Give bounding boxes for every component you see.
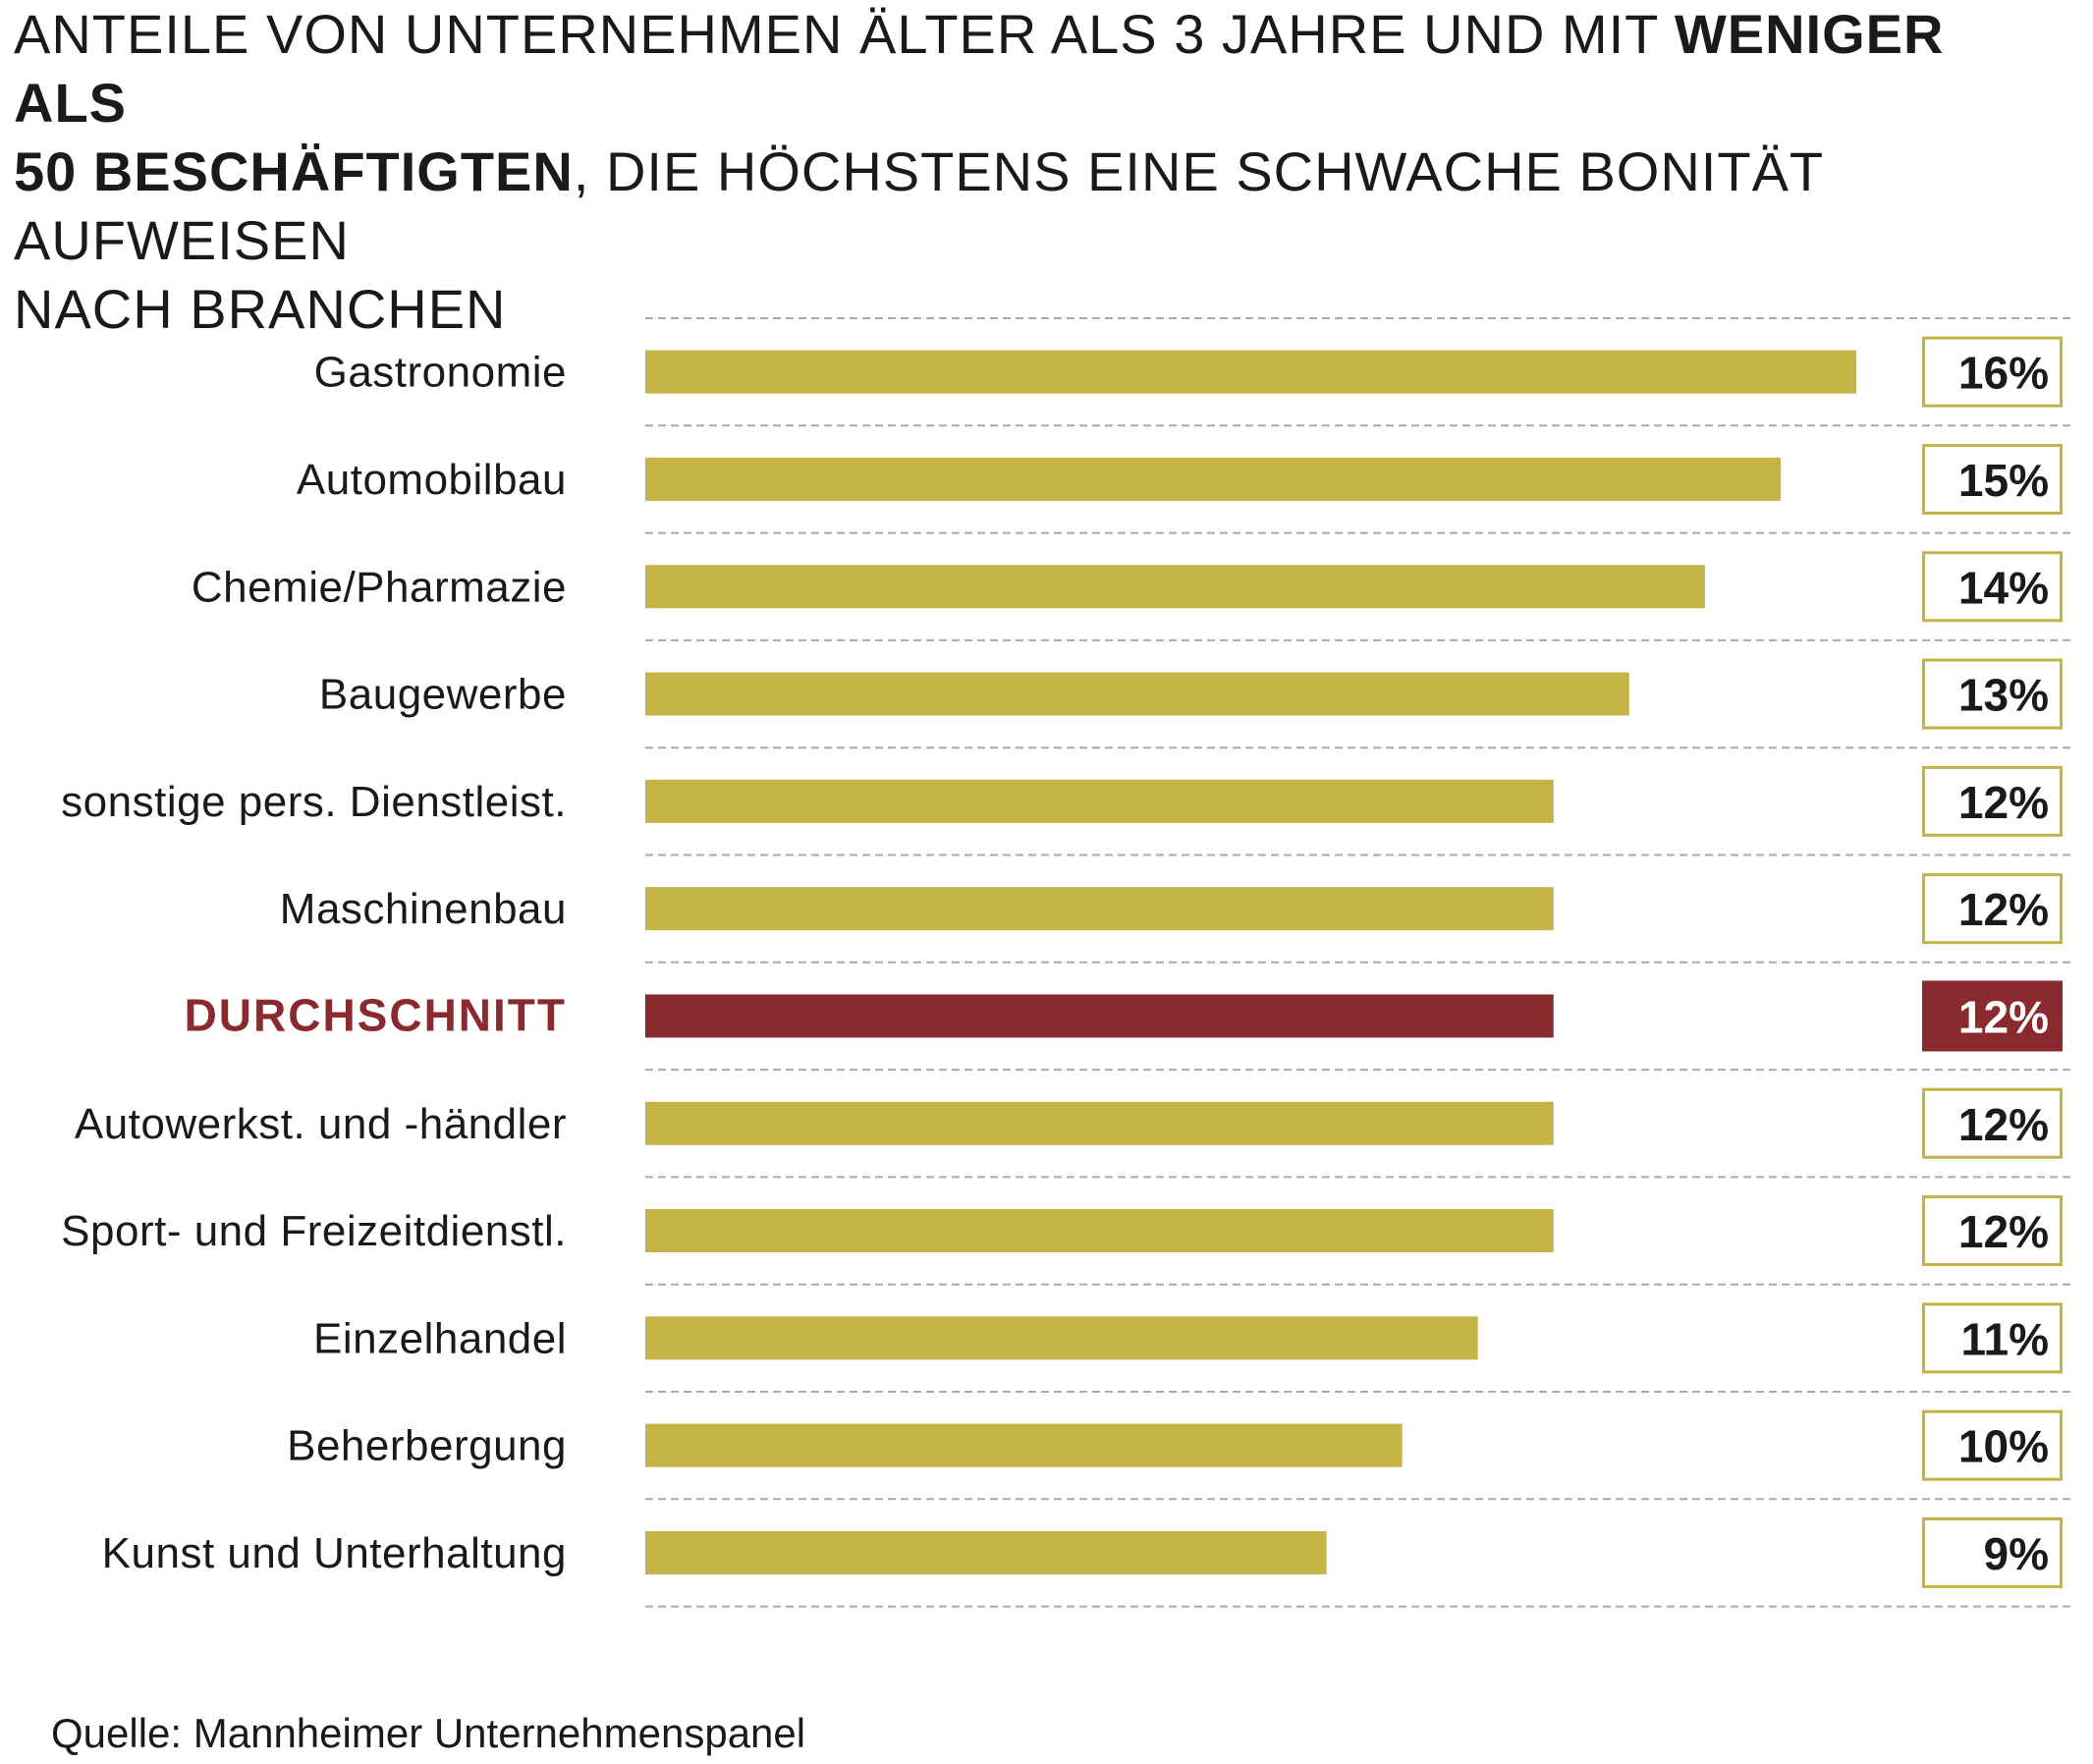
value-label: 11%: [1960, 1313, 2049, 1364]
category-label: DURCHSCHNITT: [185, 989, 567, 1040]
category-label: Kunst und Unterhaltung: [102, 1529, 567, 1577]
bar: [645, 565, 1705, 609]
value-box: [1922, 1516, 2063, 1588]
value-label: 16%: [1958, 348, 2049, 399]
bar: [645, 672, 1629, 716]
value-box: [1922, 551, 2063, 623]
value-label: 9%: [1984, 1528, 2049, 1579]
value-label: 10%: [1958, 1421, 2049, 1472]
bar: [645, 350, 1856, 394]
bar: [645, 457, 1781, 501]
category-label: Beherbergung: [287, 1422, 567, 1470]
title-part-1: ANTEILE VON UNTERNEHMEN ÄLTER ALS 3 JAHR…: [14, 3, 1675, 65]
bar: [645, 1423, 1403, 1467]
value-box: [1922, 658, 2063, 730]
title-part-3: NACH BRANCHEN: [14, 278, 507, 340]
category-label: Gastronomie: [314, 349, 567, 397]
value-label: 12%: [1958, 777, 2049, 828]
bar: [645, 779, 1554, 823]
value-label: 12%: [1958, 991, 2049, 1042]
value-box: [1922, 443, 2063, 515]
category-label: sonstige pers. Dienstleist.: [61, 778, 567, 826]
bar: [645, 887, 1554, 931]
bar: [645, 1209, 1554, 1253]
value-box: [1922, 1195, 2063, 1267]
title-bold-1: WENIGER ALS: [14, 3, 1945, 134]
value-label: 13%: [1958, 670, 2049, 721]
value-box: [1922, 1302, 2063, 1374]
title-bold-2: 50 BESCHÄFTIGTEN: [14, 140, 574, 202]
category-label: Baugewerbe: [319, 671, 567, 719]
value-label: 12%: [1958, 1206, 2049, 1257]
value-box: [1922, 1409, 2063, 1481]
category-label: Sport- und Freizeitdienstl.: [61, 1207, 567, 1255]
bar: [645, 1101, 1554, 1145]
value-label: 12%: [1958, 884, 2049, 935]
value-label: 15%: [1958, 455, 2049, 506]
category-label: Chemie/Pharmazie: [192, 563, 567, 611]
source-note: Quelle: Mannheimer Unternehmenspanel: [51, 1710, 806, 1756]
value-box: [1922, 336, 2063, 408]
value-box: [1922, 765, 2063, 837]
value-box: [1922, 873, 2063, 945]
value-label: 14%: [1958, 562, 2049, 613]
title-part-2: , DIE HÖCHSTENS EINE SCHWACHE BONITÄT AU…: [14, 140, 1824, 271]
chart-title: ANTEILE VON UNTERNEHMEN ÄLTER ALS 3 JAHR…: [14, 0, 2057, 344]
bar: [645, 1316, 1478, 1360]
category-label: Einzelhandel: [313, 1314, 567, 1362]
category-label: Maschinenbau: [280, 885, 567, 933]
value-box: [1922, 980, 2063, 1052]
bar: [645, 1530, 1327, 1574]
bar-chart: Gastronomie 16% Automobilbau 15% Chemie/Phar…: [61, 317, 2074, 1608]
bar: [645, 994, 1554, 1038]
value-label: 12%: [1958, 1099, 2049, 1150]
category-label: Autowerkst. und -händler: [75, 1100, 567, 1148]
category-label: Automobilbau: [297, 456, 567, 504]
value-box: [1922, 1087, 2063, 1159]
